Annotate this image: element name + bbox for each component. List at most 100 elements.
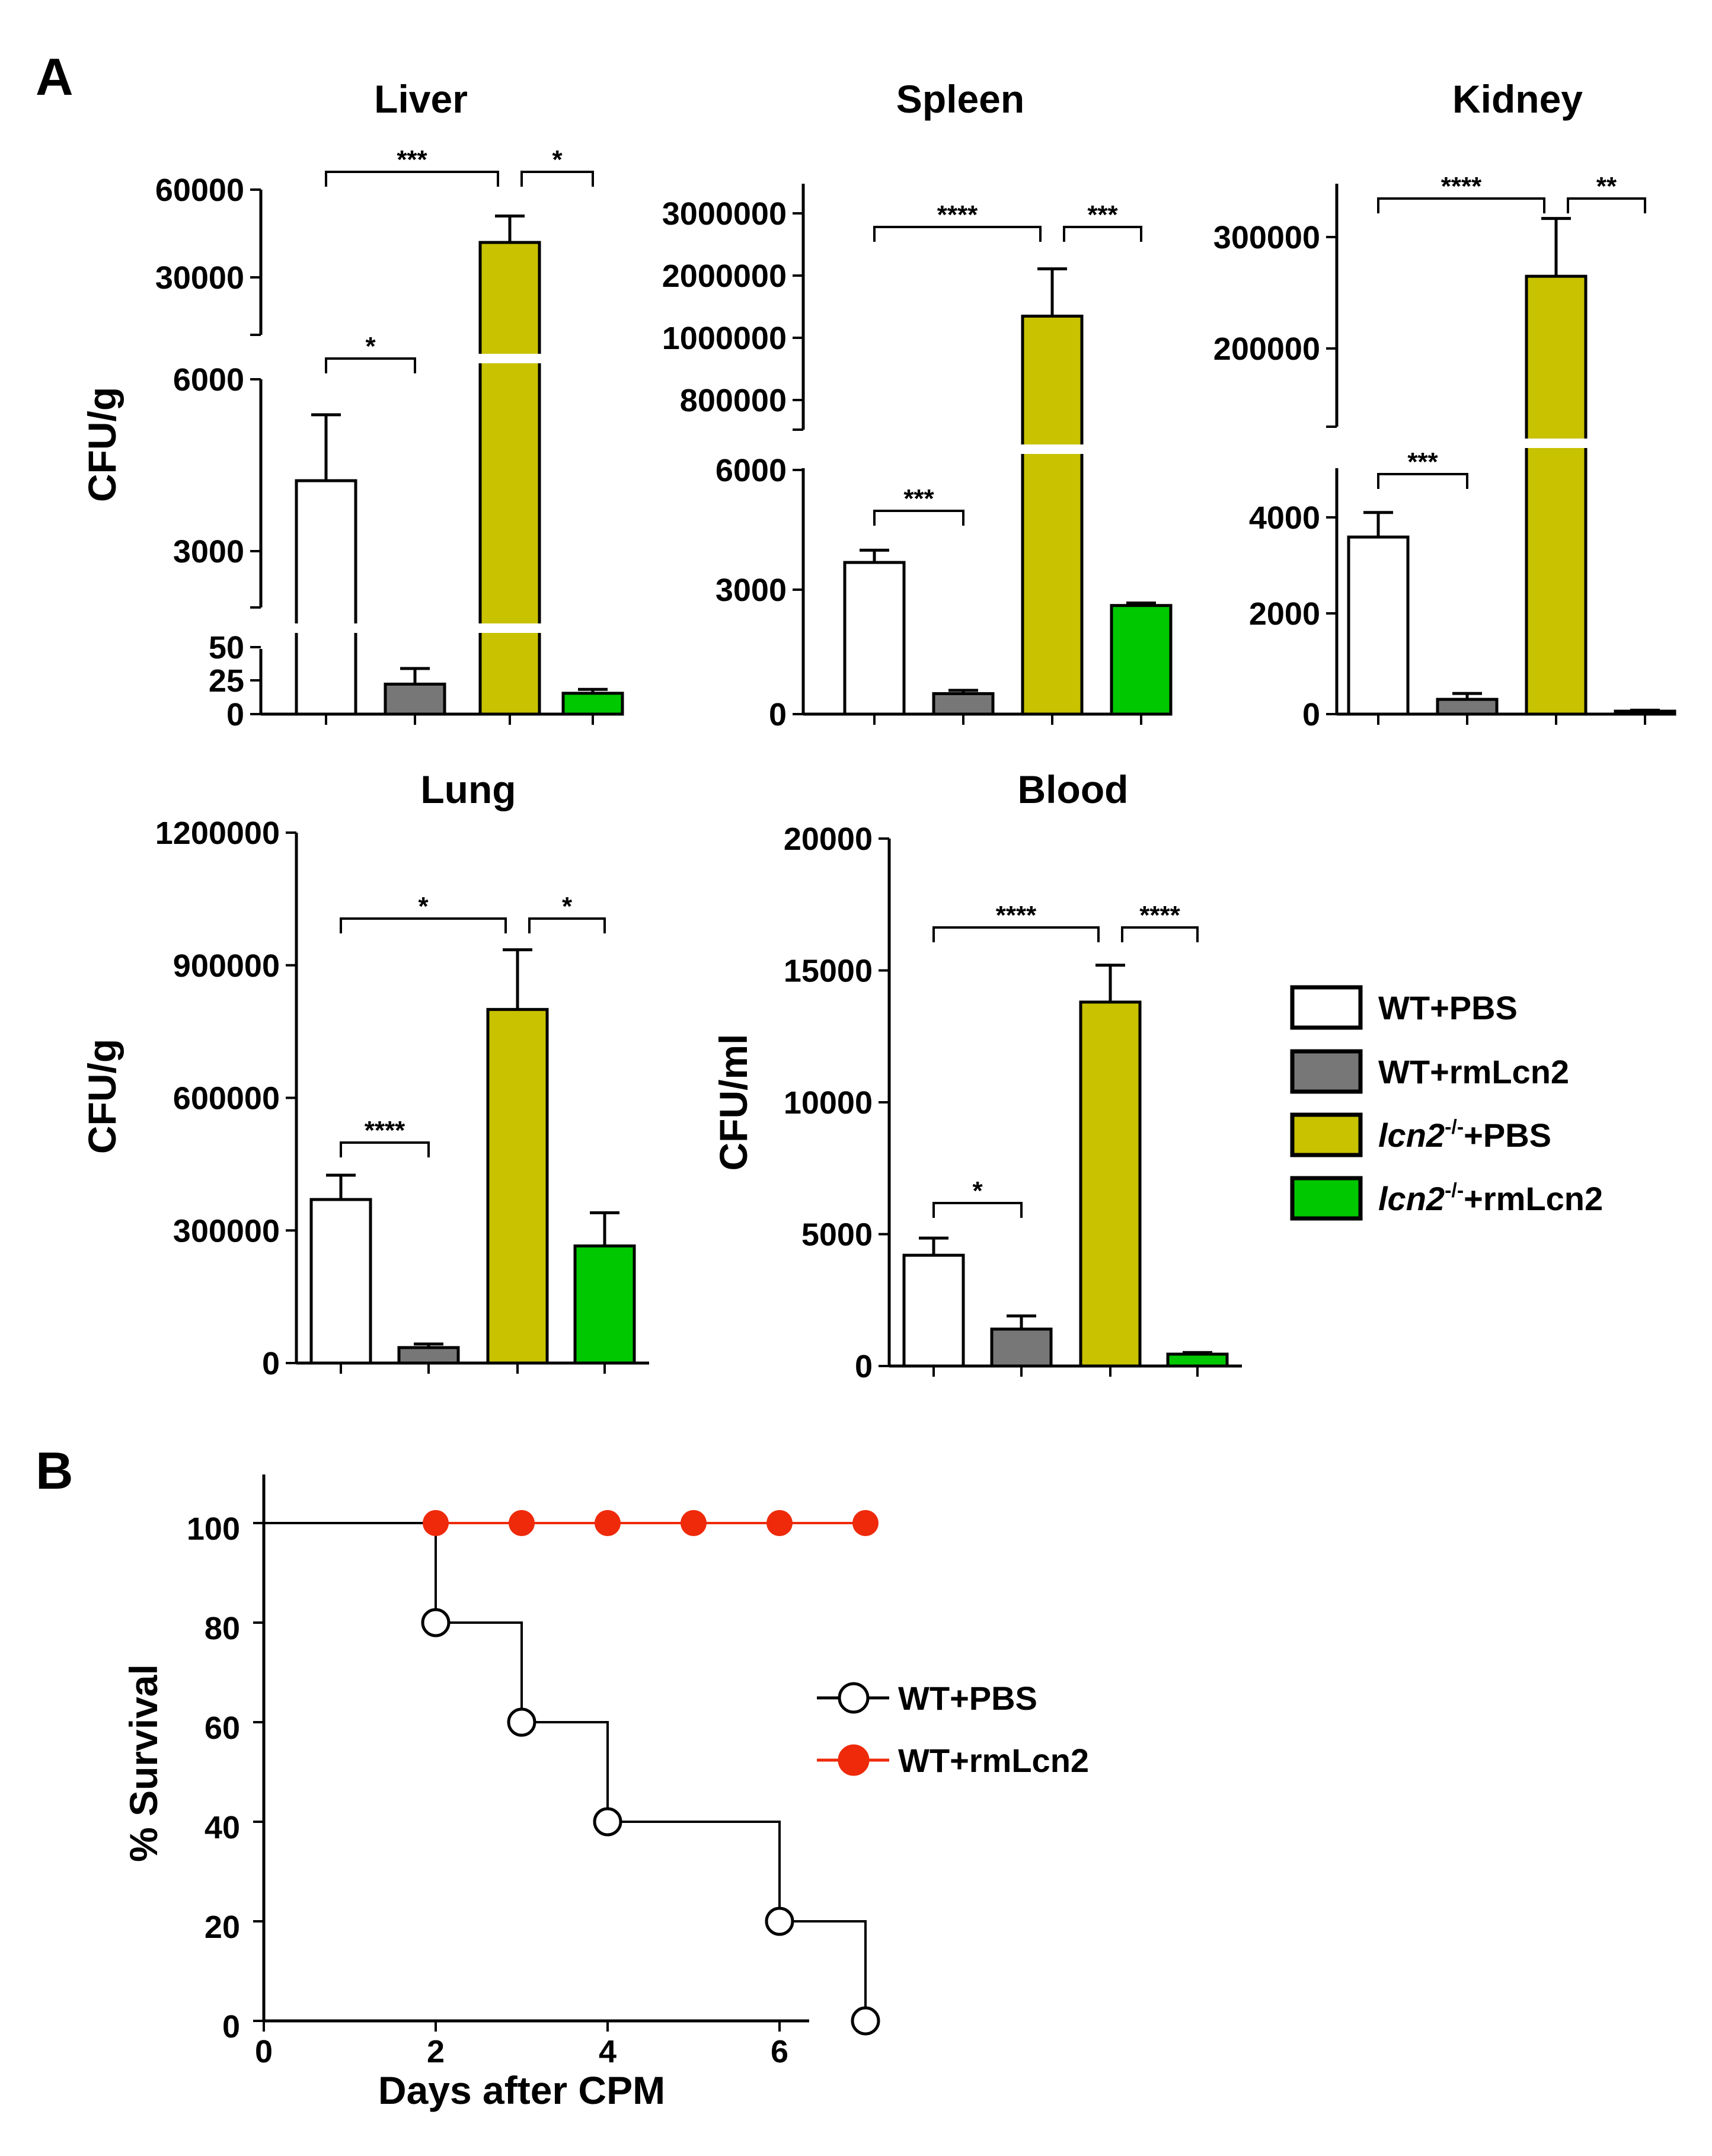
chart-title: Kidney (1452, 77, 1583, 121)
legend-label: WT+rmLcn2 (1378, 1053, 1569, 1090)
significance-label: *** (397, 145, 427, 174)
bar (902, 1253, 965, 1368)
bar (1021, 314, 1084, 716)
bar (932, 692, 995, 716)
y-tick-label: 0 (262, 1346, 280, 1381)
x-tick-label: 2 (427, 2034, 445, 2069)
y-tick-label: 25 (209, 663, 244, 699)
chart-lung: LungCFU/g03000006000009000001200000*****… (80, 767, 649, 1381)
y-tick-label: 80 (205, 1611, 240, 1646)
axis-break-gap (478, 623, 542, 633)
data-point-wt-rmlcn2 (766, 1510, 793, 1536)
significance-label: **** (996, 901, 1037, 930)
panel-label-a: A (36, 47, 74, 106)
significance-label: * (562, 892, 573, 921)
significance-label: * (552, 145, 563, 174)
significance-bracket (1063, 226, 1142, 242)
significance-bracket (528, 917, 606, 933)
significance-label: * (418, 892, 429, 921)
significance-label: *** (903, 484, 934, 513)
legend-label: WT+PBS (898, 1680, 1037, 1717)
y-tick-label: 15000 (784, 954, 873, 989)
y-tick-label: 5000 (801, 1217, 873, 1253)
significance-label: * (365, 332, 376, 361)
x-tick-label: 4 (599, 2034, 617, 2069)
bar (478, 241, 541, 716)
chart-title: Blood (1018, 767, 1129, 811)
significance-bracket (873, 226, 1042, 242)
y-tick-label: 2000 (1249, 596, 1320, 632)
significance-label: *** (1407, 447, 1438, 476)
significance-bracket (932, 926, 1100, 942)
y-tick-label: 200000 (1213, 331, 1320, 367)
axis-break-gap (1020, 444, 1084, 454)
data-point-wt-rmlcn2 (681, 1510, 707, 1536)
y-tick-label: 6000 (173, 362, 244, 398)
data-point-wt-pbs (507, 1707, 536, 1737)
bar (295, 479, 357, 716)
y-tick-label: 0 (226, 697, 244, 732)
legend-label: WT+PBS (1378, 989, 1518, 1026)
y-tick-label: 20000 (784, 821, 873, 857)
data-point-wt-rmlcn2 (852, 1510, 879, 1536)
y-tick-label: 50 (209, 630, 244, 666)
bar (1166, 1352, 1229, 1368)
bar (843, 561, 906, 716)
bar (561, 692, 624, 716)
x-tick-label: 6 (771, 2034, 788, 2069)
legend-marker (838, 1682, 870, 1714)
y-tick-label: 1000000 (662, 321, 787, 356)
data-point-wt-rmlcn2 (595, 1510, 621, 1536)
bar (384, 682, 446, 716)
legend-label: WT+rmLcn2 (898, 1742, 1089, 1779)
y-tick-label: 2000000 (662, 258, 787, 294)
legend-panel-b: WT+PBS WT+rmLcn2 (817, 1680, 1089, 1779)
legend-swatch (1290, 1176, 1363, 1221)
axis-break-gap (294, 623, 358, 633)
data-point-wt-pbs (765, 1907, 794, 1936)
significance-bracket (520, 171, 594, 187)
significance-bracket (325, 357, 416, 373)
y-tick-label: 6000 (716, 453, 787, 488)
y-tick-label: 0 (769, 697, 787, 732)
y-axis-label: % Survival (122, 1664, 165, 1862)
y-tick-label: 0 (855, 1349, 873, 1384)
y-tick-label: 30000 (155, 260, 244, 296)
significance-bracket (1377, 473, 1468, 489)
chart-title: Lung (420, 767, 516, 811)
bar (990, 1327, 1053, 1368)
y-tick-label: 3000 (173, 534, 244, 570)
data-point-wt-rmlcn2 (509, 1510, 535, 1536)
significance-label: **** (365, 1116, 405, 1145)
bar (1347, 535, 1410, 716)
legend-label: lcn2-/-+PBS (1378, 1116, 1551, 1154)
significance-bracket (873, 510, 964, 526)
significance-label: **** (1139, 901, 1180, 930)
bar (1079, 1000, 1142, 1368)
axis-break-gap (1524, 439, 1588, 448)
y-tick-label: 4000 (1249, 500, 1320, 536)
significance-bracket (1121, 926, 1199, 942)
significance-label: ** (1596, 172, 1617, 201)
bar (1436, 698, 1499, 716)
legend-label: lcn2-/-+rmLcn2 (1378, 1179, 1603, 1217)
bar (1614, 709, 1676, 716)
legend-swatch (1290, 1112, 1363, 1157)
significance-bracket (1377, 197, 1545, 213)
y-tick-label: 600000 (173, 1081, 280, 1117)
significance-label: **** (937, 200, 978, 229)
y-axis-label: CFU/ml (711, 1034, 755, 1171)
chart-spleen: Spleen 0 3000 6000 800000 1000000 2000000 30000… (662, 77, 1173, 732)
significance-bracket (340, 917, 507, 933)
significance-label: *** (1087, 200, 1118, 229)
y-tick-label: 1200000 (155, 815, 280, 851)
panel-label-b: B (36, 1441, 74, 1500)
bar (397, 1346, 460, 1365)
data-point-wt-rmlcn2 (423, 1510, 449, 1536)
chart-title: Liver (374, 77, 468, 121)
y-tick-label: 100 (187, 1511, 240, 1547)
